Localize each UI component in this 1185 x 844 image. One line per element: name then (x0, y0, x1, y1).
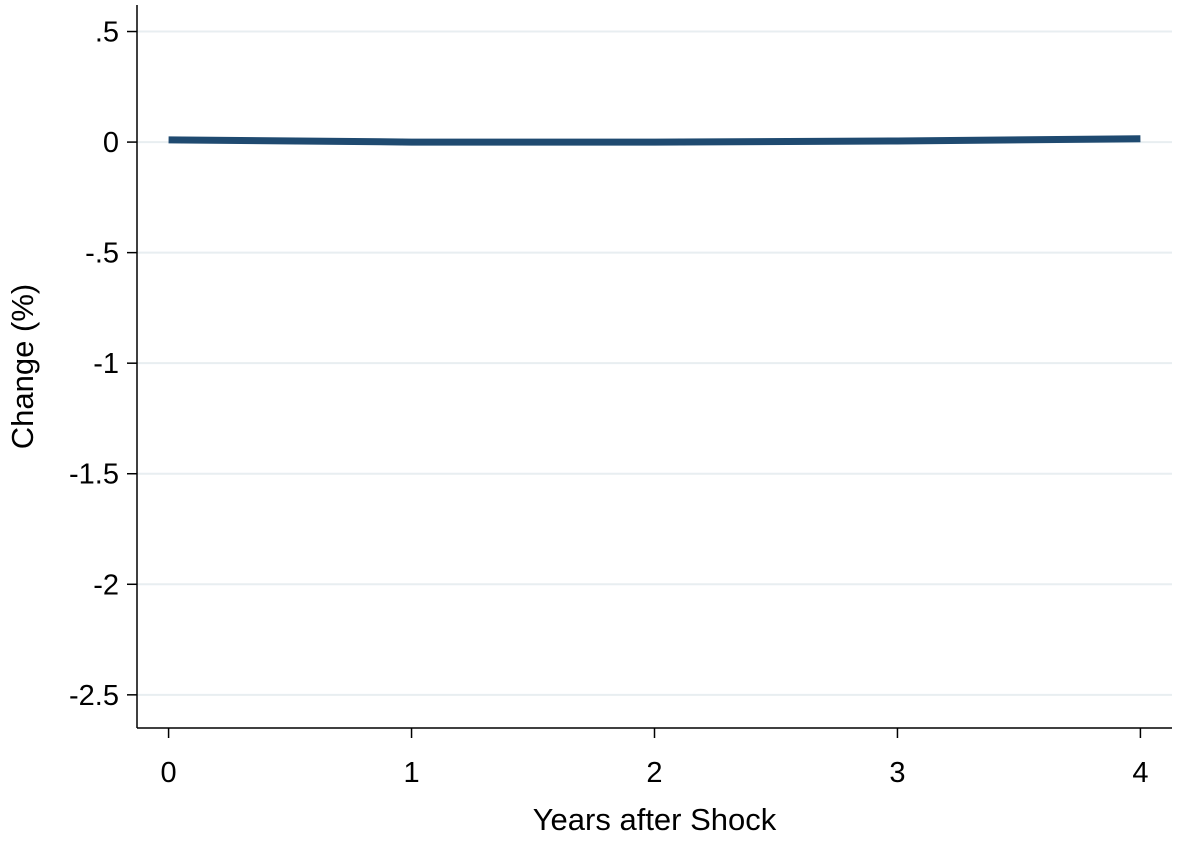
x-axis-title: Years after Shock (533, 802, 777, 837)
y-tick-label: .5 (95, 17, 119, 49)
y-tick-label: -1.5 (69, 459, 119, 491)
x-tick-label: 3 (889, 757, 905, 789)
x-tick-label: 2 (646, 757, 662, 789)
y-tick-label: -2 (93, 569, 119, 601)
x-ticks: 0 1 2 3 4 (161, 728, 1148, 789)
y-tick-label: -.5 (85, 238, 119, 270)
x-tick-label: 0 (161, 757, 177, 789)
series-layer (168, 135, 1141, 146)
gridlines (137, 30, 1172, 696)
y-axis-title: Change (%) (5, 284, 40, 449)
series-line (168, 135, 1141, 146)
x-tick-label: 4 (1132, 757, 1148, 789)
y-ticks: .5 0 -.5 -1 -1.5 -2 -2.5 (69, 17, 137, 712)
y-tick-label: -1 (93, 348, 119, 380)
axes (136, 5, 1172, 729)
y-tick-label: 0 (103, 127, 119, 159)
y-tick-label: -2.5 (69, 680, 119, 712)
x-tick-label: 1 (403, 757, 419, 789)
